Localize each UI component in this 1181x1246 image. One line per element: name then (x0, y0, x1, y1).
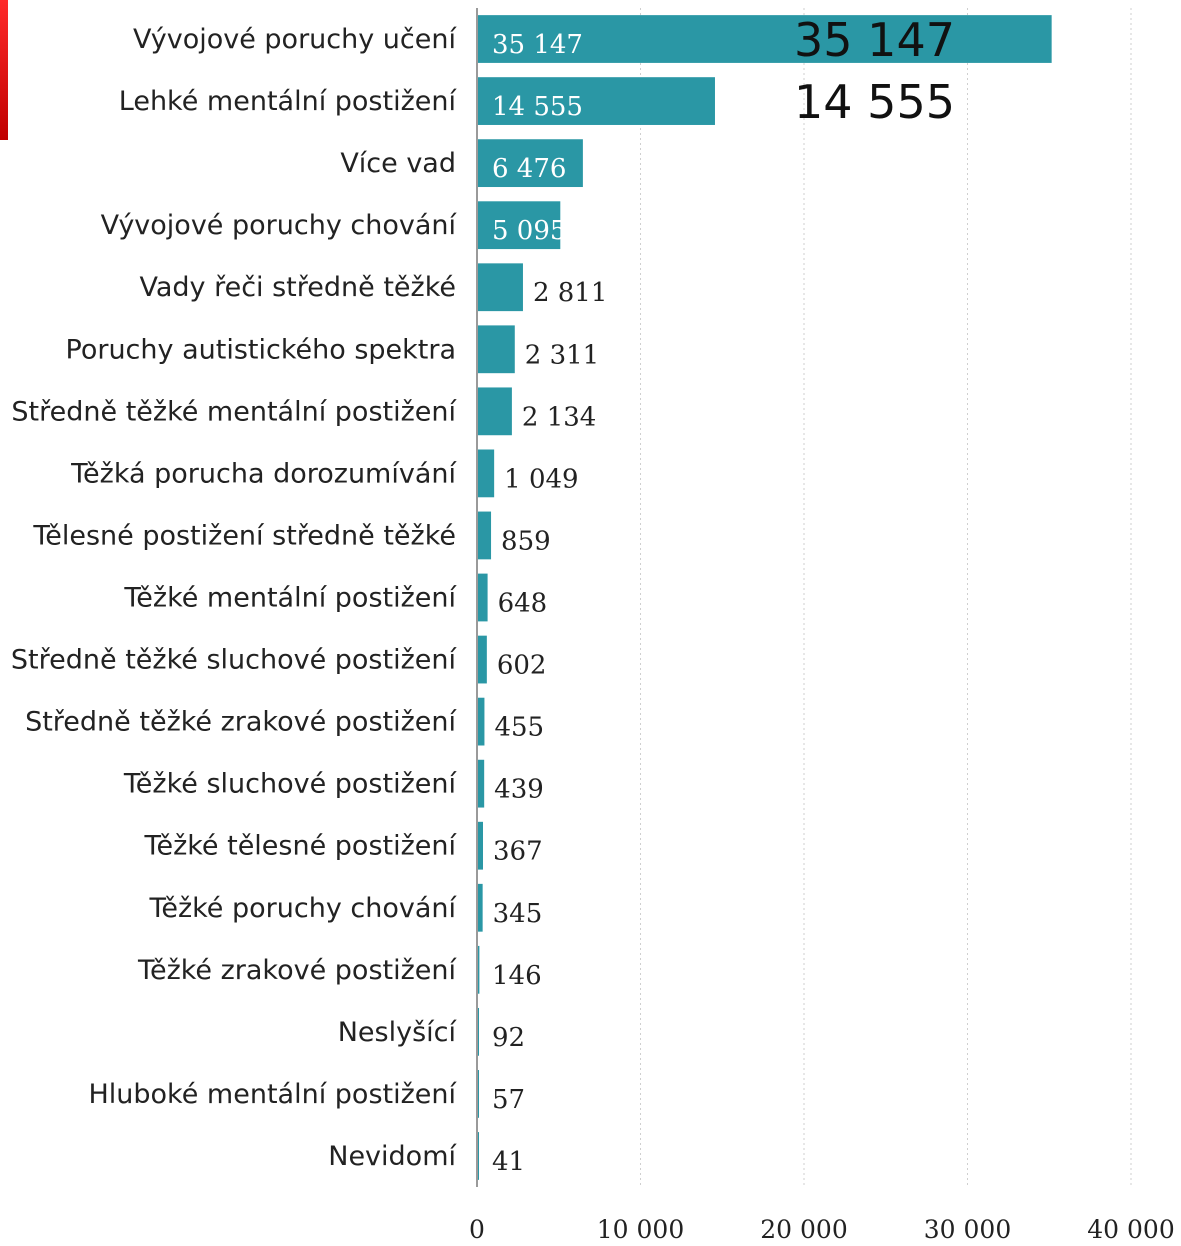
category-label: Těžké tělesné postižení (144, 831, 458, 862)
category-label: Vady řeči středně těžké (139, 272, 456, 303)
bar (477, 759, 485, 808)
red-accent-strip (0, 0, 8, 140)
bar (477, 449, 495, 498)
data-label: 602 (497, 651, 547, 681)
data-label: 455 (494, 713, 544, 743)
x-axis-ticks: 0 10 000 20 000 30 000 40 000 (469, 1215, 1175, 1244)
bar (477, 573, 488, 622)
x-tick-label: 0 (469, 1215, 485, 1244)
annotation-first: 35 147 (794, 13, 955, 67)
data-label: 35 147 (492, 30, 583, 60)
x-tick-label: 10 000 (597, 1215, 684, 1244)
category-label: Vývojové poruchy učení (133, 24, 457, 55)
bar (477, 511, 492, 560)
x-tick-label: 30 000 (924, 1215, 1011, 1244)
category-label: Lehké mentální postižení (119, 86, 458, 117)
data-label: 92 (492, 1023, 525, 1053)
category-label: Těžké sluchové postižení (123, 769, 458, 800)
bar (477, 387, 512, 436)
data-label: 146 (492, 961, 542, 991)
bar (477, 945, 480, 994)
category-label: Těžké mentální postižení (123, 583, 457, 614)
category-label: Hluboké mentální postižení (88, 1079, 457, 1110)
bar (477, 77, 715, 125)
data-label: 14 555 (492, 92, 583, 122)
category-label: Neslyšící (338, 1017, 458, 1048)
bar (477, 883, 483, 932)
category-labels: Vývojové poruchy učení Lehké mentální pos… (11, 24, 458, 1172)
data-label: 345 (493, 899, 543, 929)
data-label: 57 (492, 1085, 525, 1115)
data-label: 648 (498, 589, 548, 619)
category-label: Nevidomí (328, 1141, 457, 1172)
data-label: 439 (494, 775, 544, 805)
grid-lines (640, 8, 1132, 1187)
category-label: Tělesné postižení středně těžké (32, 520, 456, 551)
bar (477, 697, 485, 746)
category-label: Těžká porucha dorozumívání (70, 458, 457, 489)
data-label: 41 (492, 1147, 525, 1177)
category-label: Vývojové poruchy chování (101, 210, 458, 241)
category-label: Těžké zrakové postižení (137, 955, 457, 986)
data-label: 859 (501, 526, 551, 556)
category-label: Středně těžké mentální postižení (11, 396, 457, 427)
bar (477, 15, 1052, 63)
data-label: 1 049 (504, 464, 578, 494)
annotation-second: 14 555 (794, 75, 955, 129)
category-label: Více vad (340, 148, 456, 179)
bar (477, 821, 484, 870)
category-label: Středně těžké zrakové postižení (25, 707, 457, 738)
data-label: 6 476 (492, 154, 566, 184)
category-label: Středně těžké sluchové postižení (11, 645, 458, 676)
data-label: 5 095 (492, 216, 566, 246)
data-label: 2 134 (522, 402, 596, 432)
data-label: 367 (493, 837, 543, 867)
bar (477, 263, 523, 312)
x-tick-label: 40 000 (1087, 1215, 1174, 1244)
bars (477, 15, 1052, 1180)
category-label: Poruchy autistického spektra (66, 334, 457, 365)
x-tick-label: 20 000 (760, 1215, 847, 1244)
bar (477, 635, 487, 684)
category-label: Těžké poruchy chování (148, 893, 457, 924)
data-label: 2 311 (525, 340, 599, 370)
bar (477, 139, 583, 188)
data-label: 2 811 (533, 278, 607, 308)
bar (477, 201, 561, 250)
bar (477, 325, 515, 374)
value-labels: 35 147 14 555 6 476 5 095 2 811 2 311 2 134 1 0… (492, 30, 607, 1177)
